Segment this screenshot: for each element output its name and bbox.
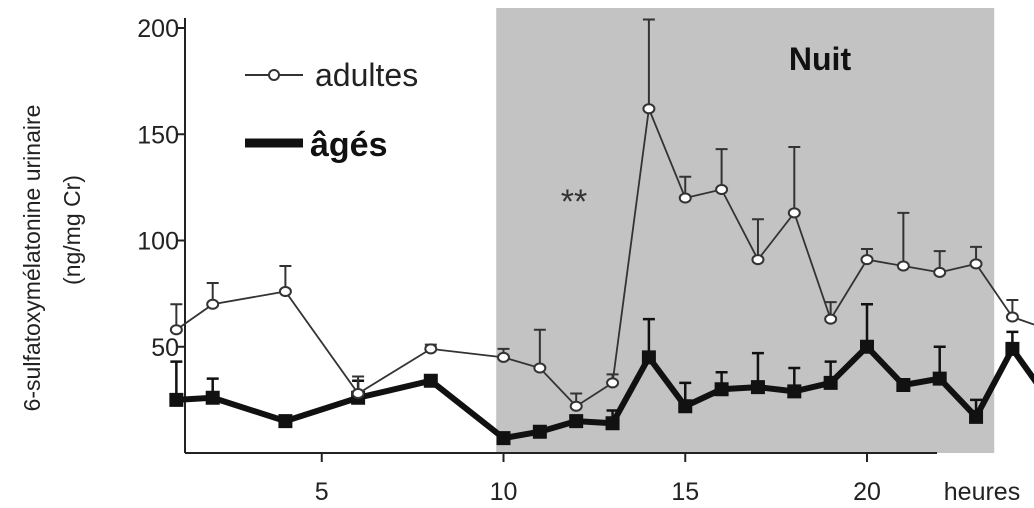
point-adultes-22 — [933, 266, 947, 278]
legend-marker-adultes — [268, 69, 280, 81]
shade-layer — [496, 8, 995, 453]
point-ages-4 — [278, 414, 293, 429]
point-ages-11 — [532, 424, 547, 439]
point-adultes-11 — [533, 362, 547, 374]
y-axis-units: (ng/mg Cr) — [59, 175, 85, 285]
series-layer — [169, 18, 1034, 446]
legend: adultes âgés — [245, 57, 418, 164]
point-adultes-14 — [642, 103, 656, 115]
point-ages-17 — [750, 380, 765, 395]
point-adultes-1 — [169, 324, 183, 336]
point-ages-20 — [860, 339, 874, 354]
legend-label-adultes: adultes — [315, 57, 418, 93]
y-tick-label-50: 50 — [151, 334, 179, 362]
night-shaded-region — [496, 8, 995, 453]
y-axis-title: 6-sulfatoxymélatonine urinaire — [19, 105, 45, 412]
point-ages-22 — [932, 371, 947, 386]
x-axis-title: heures — [944, 478, 1020, 506]
point-ages-23 — [969, 409, 984, 424]
point-ages-1 — [169, 392, 184, 407]
point-adultes-20 — [860, 254, 874, 266]
point-adultes-18 — [787, 207, 801, 219]
point-adultes-21 — [896, 260, 910, 272]
x-tick-label-15: 15 — [671, 478, 699, 506]
y-tick-label-150: 150 — [137, 121, 179, 149]
point-adultes-24 — [1005, 311, 1019, 323]
point-adultes-13 — [606, 377, 620, 389]
series-ages — [169, 303, 1034, 446]
point-adultes-8 — [424, 343, 438, 355]
axis-layer: 50 100 150 200 5 10 15 20 — [137, 15, 937, 506]
night-label: Nuit — [789, 41, 852, 77]
point-ages-15 — [678, 399, 693, 414]
point-adultes-17 — [751, 254, 765, 266]
point-ages-12 — [569, 414, 584, 429]
point-adultes-16 — [715, 184, 729, 195]
y-tick-label-100: 100 — [137, 228, 179, 256]
point-adultes-12 — [569, 400, 583, 412]
point-adultes-6 — [351, 388, 365, 399]
point-adultes-23 — [969, 258, 983, 270]
point-ages-19 — [823, 375, 838, 390]
series-adultes — [169, 18, 1034, 412]
point-adultes-2 — [206, 298, 220, 310]
point-adultes-4 — [278, 286, 292, 297]
point-adultes-15 — [678, 192, 692, 204]
x-tick-label-10: 10 — [490, 478, 518, 506]
point-adultes-19 — [824, 313, 838, 325]
point-ages-8 — [423, 373, 438, 388]
point-ages-18 — [787, 384, 802, 399]
legend-label-ages: âgés — [310, 126, 388, 164]
point-ages-2 — [205, 390, 220, 405]
significance-label: ** — [561, 183, 587, 221]
point-ages-10 — [496, 431, 511, 446]
x-tick-label-20: 20 — [853, 478, 881, 506]
point-ages-24 — [1005, 341, 1020, 356]
point-ages-14 — [641, 350, 656, 365]
y-tick-label-200: 200 — [137, 15, 179, 43]
point-ages-13 — [605, 416, 620, 431]
point-ages-21 — [896, 378, 911, 392]
point-adultes-10 — [497, 351, 510, 363]
x-tick-label-5: 5 — [315, 478, 329, 506]
point-ages-16 — [714, 382, 729, 397]
